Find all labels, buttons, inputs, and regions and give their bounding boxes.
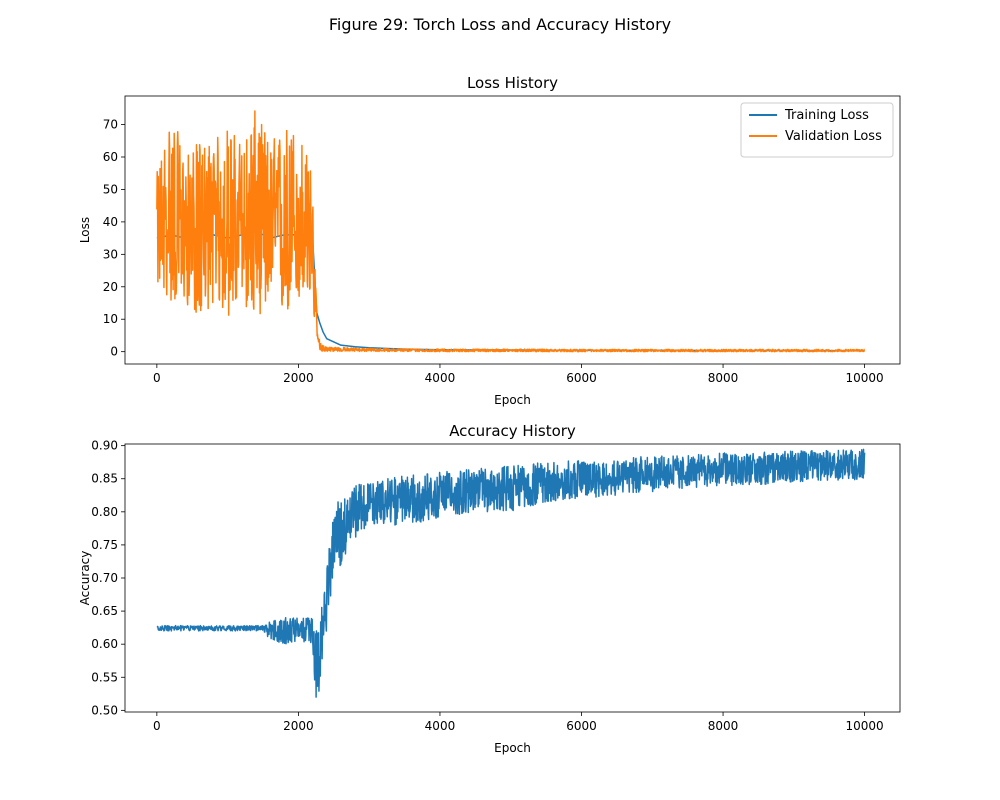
y-tick-label: 10 [103, 312, 118, 326]
figure-title: Figure 29: Torch Loss and Accuracy Histo… [329, 15, 671, 34]
y-tick-label: 0.85 [91, 472, 118, 486]
y-axis-label: Loss [78, 217, 92, 243]
x-tick-label: 10000 [846, 719, 884, 733]
series-line-1 [156, 110, 866, 353]
y-tick-label: 0.65 [91, 604, 118, 618]
x-tick-label: 8000 [708, 371, 739, 385]
y-tick-label: 40 [103, 215, 118, 229]
y-axis-label: Accuracy [78, 551, 92, 606]
x-tick-label: 2000 [283, 719, 314, 733]
x-tick-label: 4000 [425, 719, 456, 733]
x-tick-label: 0 [153, 719, 161, 733]
y-tick-label: 50 [103, 182, 118, 196]
x-tick-label: 4000 [425, 371, 456, 385]
legend-label: Validation Loss [785, 129, 882, 144]
legend: Training Loss Validation Loss [740, 102, 894, 158]
accuracy-history-chart: 0 2000 4000 6000 8000 10000 0.50 0.55 0.60 0.65 0.… [78, 422, 901, 755]
plot-frame [124, 95, 901, 365]
y-tick-label: 70 [103, 118, 118, 132]
series-line-0 [156, 448, 866, 698]
x-tick-label: 6000 [566, 371, 597, 385]
x-tick-label: 8000 [708, 719, 739, 733]
chart-title: Loss History [467, 74, 558, 92]
y-tick-label: 20 [103, 280, 118, 294]
legend-label: Training Loss [784, 108, 869, 123]
y-tick-label: 60 [103, 150, 118, 164]
x-tick-label: 10000 [846, 371, 884, 385]
y-tick-label: 0.55 [91, 670, 118, 684]
x-axis-label: Epoch [494, 741, 531, 755]
y-tick-label: 0.75 [91, 538, 118, 552]
y-tick-label: 0.90 [91, 439, 118, 453]
legend-box [740, 102, 894, 158]
y-tick-label: 0 [110, 345, 118, 359]
y-tick-label: 30 [103, 247, 118, 261]
y-tick-label: 0.80 [91, 505, 118, 519]
y-tick-label: 0.50 [91, 703, 118, 717]
y-tick-label: 0.70 [91, 571, 118, 585]
x-tick-label: 6000 [566, 719, 597, 733]
x-tick-label: 2000 [283, 371, 314, 385]
x-tick-label: 0 [153, 371, 161, 385]
loss-history-chart: 0 2000 4000 6000 8000 10000 0 10 20 30 40 50 60 70 Los… [78, 74, 901, 407]
chart-title: Accuracy History [449, 422, 576, 440]
y-tick-label: 0.60 [91, 637, 118, 651]
x-axis-label: Epoch [494, 393, 531, 407]
